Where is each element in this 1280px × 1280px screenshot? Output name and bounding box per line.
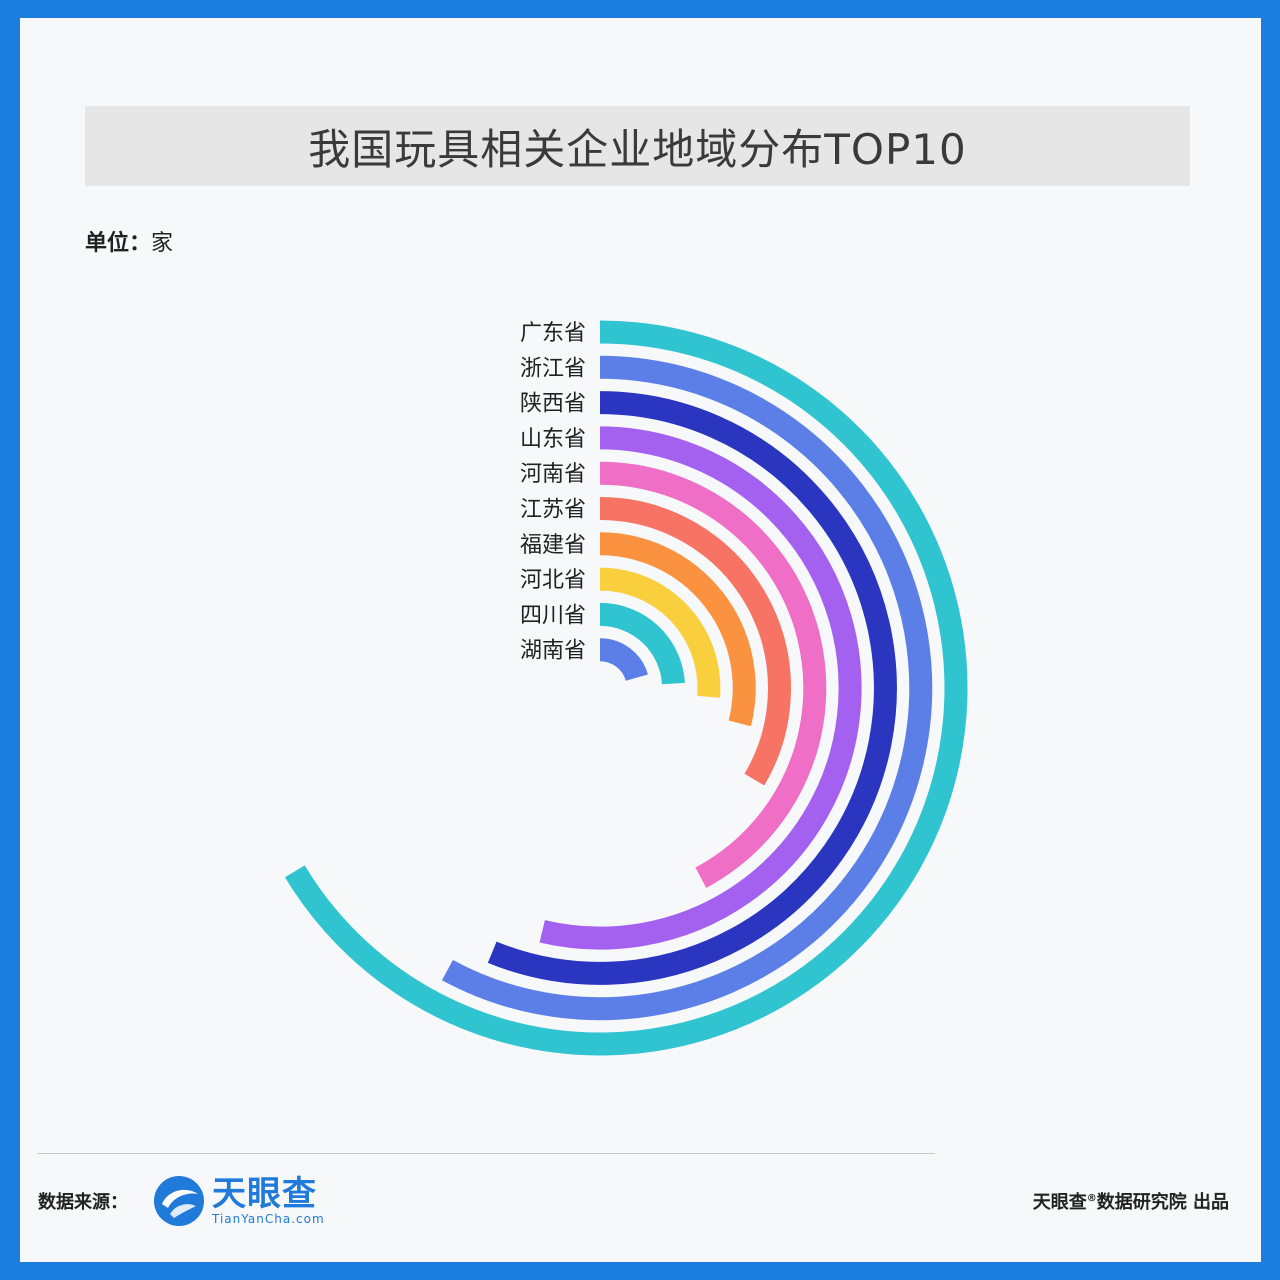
arc-bar-2 — [441, 355, 933, 1021]
logo-chinese-text: 天眼查 — [212, 1174, 317, 1214]
arc-bar-4 — [539, 426, 862, 950]
category-label-10: 湖南省 — [520, 639, 586, 664]
arc-bar-7 — [599, 532, 756, 727]
chart-panel: 我国玩具相关企业地域分布TOP10 单位：家 广东省浙江省陕西省山东省河南省江苏… — [20, 18, 1261, 1262]
arc-bar-8 — [599, 567, 721, 698]
category-label-4: 山东省 — [520, 427, 586, 452]
chart-title: 我国玩具相关企业地域分布TOP10 — [308, 124, 967, 174]
publisher-credit: 天眼查®数据研究院 出品 — [1033, 1188, 1229, 1214]
credit-brand: 天眼查 — [1032, 1192, 1087, 1213]
tianyancha-logo: 天眼查 TianYanCha.com — [152, 1174, 325, 1228]
credit-rest: 数据研究院 出品 — [1096, 1192, 1229, 1213]
arc-bar-1 — [285, 320, 968, 1056]
category-label-5: 河南省 — [520, 462, 586, 487]
arc-bar-10 — [599, 638, 648, 682]
logo-english-text: TianYanCha.com — [212, 1212, 325, 1226]
category-label-3: 陕西省 — [520, 392, 586, 417]
unit-label: 单位：家 — [85, 225, 173, 257]
category-label-7: 福建省 — [520, 533, 586, 558]
category-label-9: 四川省 — [520, 603, 586, 628]
arc-bar-5 — [599, 461, 827, 888]
registered-mark: ® — [1086, 1193, 1097, 1204]
footer-divider — [38, 1153, 935, 1154]
data-source-label: 数据来源： — [38, 1192, 128, 1213]
arc-bar-6 — [599, 497, 791, 786]
title-bar: 我国玩具相关企业地域分布TOP10 — [85, 106, 1190, 186]
category-label-2: 浙江省 — [520, 356, 586, 381]
unit-value: 家 — [151, 231, 174, 256]
unit-label-text: 单位： — [85, 231, 152, 256]
category-label-1: 广东省 — [520, 321, 586, 346]
arc-bar-3 — [487, 391, 897, 985]
category-label-6: 江苏省 — [520, 498, 586, 523]
arc-bar-9 — [599, 602, 685, 685]
category-label-8: 河北省 — [520, 568, 586, 593]
tianyancha-eye-icon — [154, 1176, 204, 1226]
